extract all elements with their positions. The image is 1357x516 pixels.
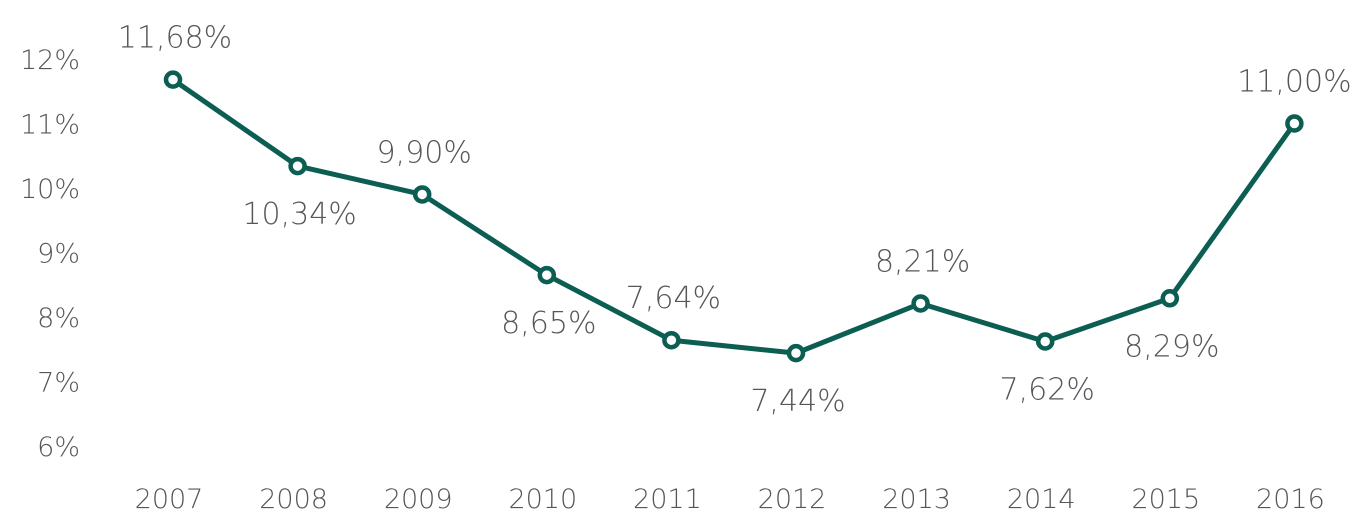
y-tick-label-6: 6% <box>37 432 80 463</box>
y-tick-label-4: 8% <box>37 303 80 334</box>
data-point-7 <box>1035 332 1055 351</box>
data-point-4 <box>662 330 681 350</box>
data-point-8 <box>1160 289 1180 308</box>
data-point-0 <box>163 70 183 89</box>
x-tick-label-8: 2015 <box>1131 484 1200 515</box>
data-label-7: 7,62% <box>1000 373 1095 408</box>
data-label-8: 8,29% <box>1124 329 1219 364</box>
x-tick-label-2: 2009 <box>384 484 453 515</box>
y-tick-label-5: 7% <box>37 368 80 399</box>
data-point-3 <box>537 265 557 285</box>
x-tick-label-6: 2013 <box>882 484 951 515</box>
y-tick-label-3: 9% <box>37 239 80 270</box>
x-tick-label-3: 2010 <box>508 484 577 515</box>
data-point-1 <box>288 156 307 176</box>
x-tick-label-7: 2014 <box>1007 484 1076 515</box>
series-line <box>170 77 1297 356</box>
x-tick-label-0: 2007 <box>135 484 204 515</box>
data-point-6 <box>911 294 930 313</box>
data-point-5 <box>786 343 806 363</box>
data-label-1: 10,34% <box>242 197 356 232</box>
series-group <box>163 70 1304 363</box>
x-tick-label-4: 2011 <box>633 484 702 515</box>
data-label-2: 9,90% <box>377 135 472 170</box>
data-point-9 <box>1285 114 1304 133</box>
data-label-6: 8,21% <box>875 244 970 279</box>
y-tick-label-2: 10% <box>20 174 80 205</box>
data-label-9: 11,00% <box>1237 65 1351 100</box>
y-tick-label-0: 12% <box>20 45 80 76</box>
data-label-3: 8,65% <box>501 306 596 341</box>
x-tick-label-9: 2016 <box>1256 484 1325 515</box>
x-tick-label-1: 2008 <box>259 484 328 515</box>
data-label-5: 7,44% <box>750 384 845 419</box>
x-tick-label-5: 2012 <box>758 484 827 515</box>
data-label-0: 11,68% <box>118 21 232 56</box>
x-axis-ticks: 2007 2008 2009 2010 2011 2012 2013 2014 2015 2016 <box>135 484 1325 515</box>
y-tick-label-1: 11% <box>20 110 80 141</box>
data-label-4: 7,64% <box>626 281 721 316</box>
y-axis-ticks: 12% 11% 10% 9% 8% 7% 6% <box>20 45 80 463</box>
data-point-2 <box>412 185 432 204</box>
data-labels: 11,68% 10,34% 9,90% 8,65% 7,64% 7,44% 8,21% 7,6… <box>118 21 1352 419</box>
